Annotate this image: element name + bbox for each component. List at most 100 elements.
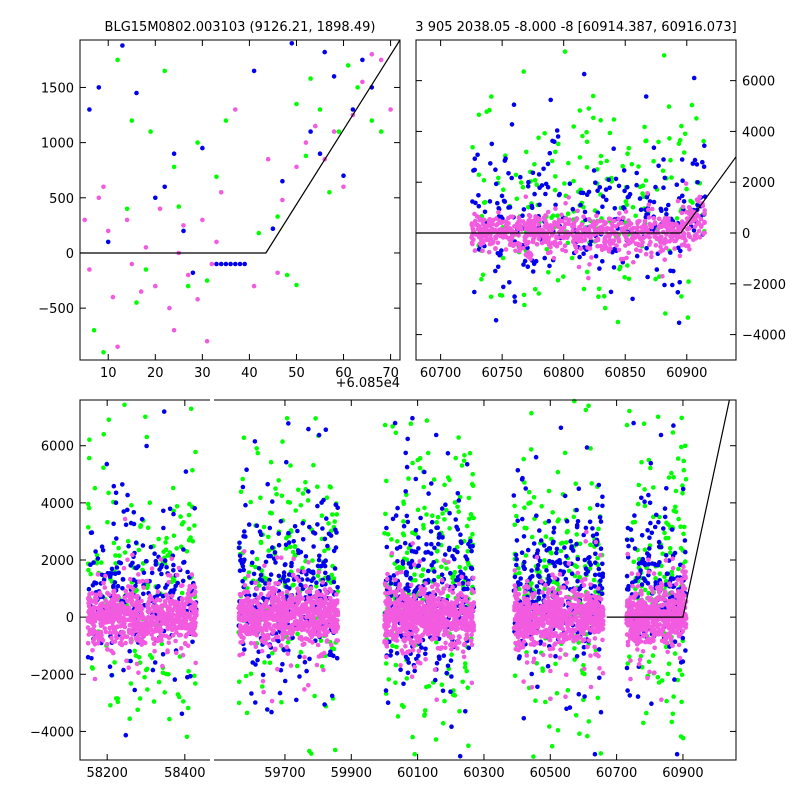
point-pink xyxy=(289,594,294,599)
point-green xyxy=(379,129,384,134)
point-blue xyxy=(568,181,573,186)
point-blue xyxy=(278,691,283,696)
point-green xyxy=(178,514,183,519)
point-pink xyxy=(553,240,558,245)
point-pink xyxy=(122,566,127,571)
point-green xyxy=(527,490,532,495)
point-pink xyxy=(385,572,390,577)
point-pink xyxy=(573,243,578,248)
point-green xyxy=(101,350,106,355)
point-blue xyxy=(88,562,93,567)
point-green xyxy=(644,138,649,143)
point-pink xyxy=(90,622,95,627)
point-pink xyxy=(322,601,327,606)
point-pink xyxy=(385,577,390,582)
point-blue xyxy=(259,532,264,537)
point-pink xyxy=(571,223,576,228)
point-blue xyxy=(258,577,263,582)
point-blue xyxy=(289,561,294,566)
point-blue xyxy=(125,493,130,498)
point-blue xyxy=(192,506,197,511)
point-pink xyxy=(624,209,629,214)
point-green xyxy=(214,175,219,180)
point-green xyxy=(524,150,529,155)
point-pink xyxy=(430,584,435,589)
point-pink xyxy=(175,573,180,578)
point-green xyxy=(420,573,425,578)
point-green xyxy=(346,63,351,68)
point-pink xyxy=(490,241,495,246)
panel-top-left-title: BLG15M0802.003103 (9126.21, 1898.49) xyxy=(105,20,376,35)
point-green xyxy=(591,116,596,121)
point-blue xyxy=(161,509,166,514)
point-green xyxy=(571,124,576,129)
point-green xyxy=(101,465,106,470)
point-pink xyxy=(470,681,475,686)
point-pink xyxy=(309,586,314,591)
point-green xyxy=(285,273,290,278)
point-pink xyxy=(548,245,553,250)
point-blue xyxy=(465,587,470,592)
point-pink xyxy=(183,642,188,647)
point-pink xyxy=(413,596,418,601)
point-pink xyxy=(650,207,655,212)
point-pink xyxy=(94,597,99,602)
point-green xyxy=(436,515,441,520)
point-blue xyxy=(593,180,598,185)
point-blue xyxy=(571,207,576,212)
point-green xyxy=(564,540,569,545)
point-blue xyxy=(270,499,275,504)
point-pink xyxy=(688,207,693,212)
point-blue xyxy=(548,98,553,103)
point-blue xyxy=(247,522,252,527)
point-pink xyxy=(119,602,124,607)
point-blue xyxy=(276,639,281,644)
point-green xyxy=(690,200,695,205)
point-pink xyxy=(436,646,441,651)
point-pink xyxy=(540,241,545,246)
point-green xyxy=(293,508,298,513)
point-green xyxy=(669,175,674,180)
point-pink xyxy=(193,661,198,666)
point-pink xyxy=(326,611,331,616)
point-pink xyxy=(177,605,182,610)
point-pink xyxy=(612,219,617,224)
point-blue xyxy=(581,251,586,256)
point-pink xyxy=(482,228,487,233)
point-pink xyxy=(140,623,145,628)
point-pink xyxy=(400,589,405,594)
point-green xyxy=(258,495,263,500)
point-blue xyxy=(265,482,270,487)
point-blue xyxy=(233,262,238,267)
point-green xyxy=(410,735,415,740)
point-pink xyxy=(418,607,423,612)
point-green xyxy=(157,680,162,685)
point-blue xyxy=(311,544,316,549)
point-pink xyxy=(109,619,114,624)
point-pink xyxy=(438,609,443,614)
point-green xyxy=(87,437,92,442)
point-pink xyxy=(526,254,531,259)
point-green xyxy=(434,737,439,742)
point-blue xyxy=(149,545,154,550)
point-blue xyxy=(384,526,389,531)
panel-top-left-xtick-label: 30 xyxy=(194,366,211,381)
point-green xyxy=(294,283,299,288)
point-pink xyxy=(330,599,335,604)
point-pink xyxy=(472,600,477,605)
point-blue xyxy=(455,550,460,555)
point-pink xyxy=(245,616,250,621)
point-green xyxy=(477,173,482,178)
point-green xyxy=(335,512,340,517)
point-green xyxy=(530,535,535,540)
point-blue xyxy=(543,192,548,197)
point-pink xyxy=(397,627,402,632)
point-pink xyxy=(463,622,468,627)
point-pink xyxy=(130,262,135,267)
panel-top-right-ytick-label: 0 xyxy=(742,227,750,242)
point-pink xyxy=(103,574,108,579)
point-green xyxy=(123,550,128,555)
point-pink xyxy=(166,596,171,601)
point-green xyxy=(470,482,475,487)
point-pink xyxy=(192,592,197,597)
